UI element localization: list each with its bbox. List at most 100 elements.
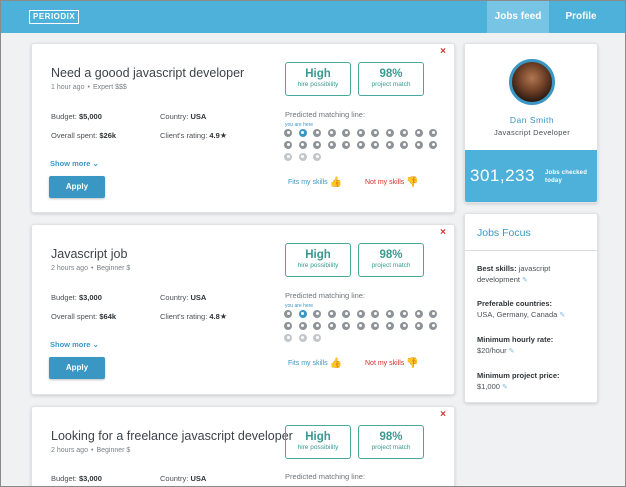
person-dot-icon <box>385 129 394 137</box>
person-dot-icon <box>429 322 437 330</box>
client-rating: Client's rating: 4.9★ <box>160 131 227 140</box>
country: Country: USA <box>160 293 206 302</box>
you-are-here-label: you are here <box>285 122 314 128</box>
profile-card: Dan Smith Javascript Developer 301,233 J… <box>464 43 598 203</box>
edit-icon[interactable]: ✎ <box>508 348 515 355</box>
apply-button[interactable]: Apply <box>49 357 105 379</box>
show-more-label: Show more <box>50 159 91 168</box>
budget: Budget: $3,000 <box>51 474 102 483</box>
profile-name: Dan Smith <box>509 115 555 125</box>
budget-label: Budget: <box>51 474 77 483</box>
separator-dot: • <box>90 447 94 454</box>
job-card: × Need a goood javascript developer 1 ho… <box>31 43 455 213</box>
country-label: Country: <box>160 293 189 302</box>
person-dot-icon <box>313 153 321 161</box>
person-dot-icon <box>284 310 292 318</box>
edit-icon[interactable]: ✎ <box>501 384 508 391</box>
person-dot-icon <box>414 322 423 330</box>
person-dot-icon <box>400 310 408 318</box>
job-title[interactable]: Need a goood javascript developer <box>51 66 245 80</box>
not-my-skills-button[interactable]: Not my skills 👎 <box>365 358 419 369</box>
close-icon[interactable]: × <box>440 409 446 420</box>
show-more-link[interactable]: Show more ⌄ <box>50 159 99 168</box>
focus-label: Minimum hourly rate: <box>477 335 554 344</box>
overall-spent: Overall spent: $26k <box>51 131 116 140</box>
person-dot-icon <box>313 322 321 330</box>
avatar[interactable] <box>509 59 555 105</box>
job-card: × Javascript job 2 hours ago • Beginner $ … <box>31 224 455 395</box>
rating-value: 4.8 <box>209 312 220 321</box>
country: Country: USA <box>160 474 206 483</box>
hire-possibility-badge: High hire possibility <box>285 243 351 277</box>
rating-label: Client's rating: <box>160 312 208 321</box>
focus-project-price: Minimum project price: $1,000 ✎ <box>477 370 593 393</box>
budget-value: $5,000 <box>78 112 102 121</box>
person-dot-icon <box>400 322 408 330</box>
person-dot-icon <box>327 129 336 137</box>
focus-label: Minimum project price: <box>477 371 560 380</box>
person-dot-icon <box>414 310 423 318</box>
tab-profile[interactable]: Profile <box>565 11 597 22</box>
job-title[interactable]: Looking for a freelance javascript devel… <box>51 429 293 443</box>
close-icon[interactable]: × <box>440 46 446 57</box>
divider <box>465 250 597 251</box>
job-title[interactable]: Javascript job <box>51 247 128 261</box>
person-dot-icon <box>414 129 423 137</box>
match-value: 98% <box>379 249 403 261</box>
apply-button[interactable]: Apply <box>49 176 105 198</box>
country-value: USA <box>190 474 207 483</box>
thumbs-up-icon: 👍 <box>329 358 343 369</box>
project-match-badge: 98% project match <box>358 425 424 459</box>
person-dot-icon <box>400 141 408 149</box>
chevron-down-icon: ⌄ <box>92 340 99 349</box>
thumbs-down-icon: 👎 <box>406 358 419 369</box>
person-dot-icon <box>429 310 437 318</box>
possibility-value: High <box>305 68 331 80</box>
person-dot-icon <box>385 141 394 149</box>
person-dot-icon <box>356 322 365 330</box>
person-dot-icon <box>342 310 350 318</box>
jobs-checked-count: 301,233 <box>470 166 535 185</box>
job-meta: 2 hours ago • Beginner $ <box>51 265 130 272</box>
project-match-badge: 98% project match <box>358 243 424 277</box>
experience-level: Beginner $ <box>96 265 131 272</box>
person-dot-icon <box>298 153 307 161</box>
focus-value: USA, Germany, Canada <box>477 310 558 319</box>
star-icon: ★ <box>219 131 227 140</box>
show-more-link[interactable]: Show more ⌄ <box>50 340 99 349</box>
star-icon: ★ <box>219 312 227 321</box>
job-card: × Looking for a freelance javascript dev… <box>31 406 455 486</box>
person-dot-icon <box>284 334 292 342</box>
jobs-focus-card: Jobs Focus Best skills: javascript devel… <box>464 213 598 403</box>
tab-jobs-feed[interactable]: Jobs feed <box>487 1 549 33</box>
predicted-matching-label: Predicted matching line: <box>285 291 366 300</box>
possibility-label: hire possibility <box>297 81 339 88</box>
person-dot-icon <box>284 153 292 161</box>
person-dot-icon <box>298 334 307 342</box>
person-dot-icon <box>356 129 365 137</box>
close-icon[interactable]: × <box>440 227 446 238</box>
posted-time: 2 hours ago <box>51 265 88 272</box>
person-dot-icon <box>284 141 292 149</box>
person-dot-icon <box>327 141 336 149</box>
top-nav: PERIODIX Jobs feed Profile <box>1 1 625 33</box>
possibility-value: High <box>305 431 331 443</box>
edit-icon[interactable]: ✎ <box>521 277 528 284</box>
edit-icon[interactable]: ✎ <box>559 312 566 319</box>
budget-label: Budget: <box>51 293 77 302</box>
person-dot-icon <box>385 322 394 330</box>
fits-label: Fits my skills <box>288 360 328 367</box>
focus-label: Best skills: <box>477 264 517 273</box>
person-dot-icon <box>356 310 365 318</box>
client-rating: Client's rating: 4.8★ <box>160 312 227 321</box>
logo[interactable]: PERIODIX <box>29 10 80 24</box>
separator-dot: • <box>90 265 94 272</box>
match-value: 98% <box>379 431 403 443</box>
fits-my-skills-button[interactable]: Fits my skills 👍 <box>288 177 342 188</box>
fits-my-skills-button[interactable]: Fits my skills 👍 <box>288 358 342 369</box>
person-dot-icon <box>298 322 307 330</box>
focus-value: $20/hour <box>477 346 507 355</box>
person-dot-icon <box>342 141 350 149</box>
not-my-skills-button[interactable]: Not my skills 👎 <box>365 177 419 188</box>
